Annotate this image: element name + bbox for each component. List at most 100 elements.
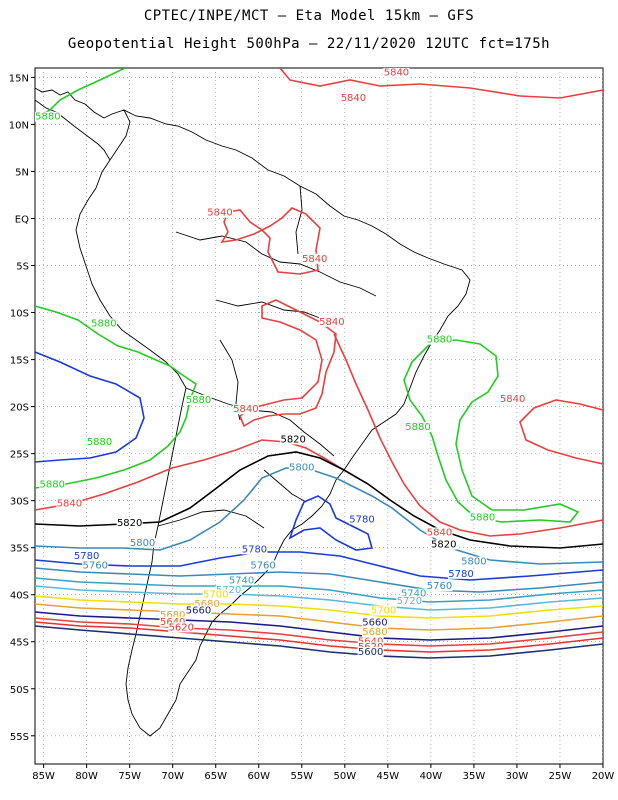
contour-label: 5640: [358, 637, 383, 648]
contour-5600: [35, 625, 603, 659]
axis-ticks: 85W 80W 75W 70W 65W 60W 55W 50W 45W 40W 35W 30W 25W 2…: [9, 73, 615, 782]
y-tick-label: 25S: [10, 450, 29, 461]
y-tick-label: 5S: [16, 262, 29, 273]
contour-label-bg: [232, 404, 259, 415]
contour-5880-north: [35, 68, 126, 119]
contour-5840-east-atlantic: [519, 399, 603, 465]
contour-label-bg: [361, 617, 388, 628]
contour-label-bg: [404, 422, 431, 433]
contour-label-bg: [383, 68, 410, 78]
contour-5700: [35, 595, 603, 619]
y-tick-label: 55S: [10, 732, 29, 743]
contour-label-bg: [159, 610, 186, 621]
contour-5880-pacific: [35, 351, 145, 463]
contour-label: 5880: [186, 395, 211, 406]
map-title-line2: Geopotential Height 500hPa – 22/11/2020 …: [67, 36, 551, 52]
contour-label-bg: [400, 588, 427, 599]
contour-5640: [35, 617, 603, 647]
contour-label-bg: [301, 253, 328, 264]
contour-label: 5700: [203, 590, 228, 601]
contour-5820: [35, 451, 603, 549]
contour-label: 5880: [87, 437, 112, 448]
contour-label-bg: [430, 539, 457, 550]
contour-label: 5760: [250, 560, 275, 571]
x-tick-label: 60W: [247, 771, 270, 782]
contour-lines: [35, 68, 603, 659]
contour-label: 5840: [302, 254, 327, 265]
contour-label: 5840: [341, 93, 366, 104]
contour-label: 5800: [289, 463, 314, 474]
contour-label: 5740: [401, 589, 426, 600]
contour-label-bg: [185, 394, 212, 405]
x-tick-label: 35W: [463, 771, 486, 782]
contour-label-bg: [228, 575, 255, 586]
contour-label-bg: [469, 512, 496, 523]
contour-label-bg: [82, 560, 109, 571]
contour-label: 5880: [35, 112, 60, 123]
contour-label-bg: [39, 479, 66, 490]
contour-label-bg: [426, 527, 453, 538]
y-tick-label: 20S: [10, 403, 29, 414]
contour-5880-east: [403, 339, 580, 523]
contour-label: 5840: [233, 404, 258, 415]
contour-label-bg: [357, 646, 384, 657]
contour-label: 5880: [427, 335, 452, 346]
contour-label: 5680: [194, 599, 219, 610]
contour-label: 5880: [91, 319, 116, 330]
y-tick-label: 35S: [10, 544, 29, 555]
contour-label: 5780: [448, 569, 473, 580]
x-tick-label: 50W: [334, 771, 357, 782]
contour-label: 5880: [405, 422, 430, 433]
y-tick-label: 15N: [9, 73, 29, 84]
contour-5720: [35, 585, 603, 611]
contour-label-bg: [250, 560, 277, 571]
contour-label-bg: [361, 627, 388, 638]
contour-5840-west: [35, 439, 345, 511]
y-tick-label: 15S: [10, 356, 29, 367]
contour-label-bg: [129, 537, 156, 548]
contour-label: 5820: [117, 518, 142, 529]
contour-label-bg: [426, 581, 453, 592]
contour-label-bg: [56, 498, 83, 509]
contour-label: 5800: [130, 538, 155, 549]
contour-label: 5820: [431, 540, 456, 551]
contour-label-bg: [159, 616, 186, 627]
contour-label: 5840: [319, 317, 344, 328]
contour-5840-north: [279, 68, 603, 99]
contour-label: 5780: [74, 551, 99, 562]
contour-label: 5800: [461, 557, 486, 568]
contour-label-bg: [116, 518, 143, 529]
contour-5760: [35, 567, 603, 593]
x-tick-label: 85W: [32, 771, 55, 782]
y-tick-label: 40S: [10, 591, 29, 602]
x-tick-label: 55W: [290, 771, 313, 782]
contour-label-bg: [448, 568, 474, 579]
contour-label: 5880: [39, 479, 64, 490]
contour-5840-amazon: [220, 207, 321, 275]
contour-5660: [35, 611, 603, 641]
x-tick-label: 70W: [161, 771, 184, 782]
x-tick-label: 65W: [204, 771, 227, 782]
contour-label-bg: [194, 598, 221, 609]
contour-label-bg: [288, 462, 315, 473]
x-tick-label: 40W: [420, 771, 443, 782]
map-frame: [34, 67, 604, 765]
contour-5620: [35, 621, 603, 653]
x-tick-label: 20W: [592, 771, 615, 782]
y-tick-label: 10S: [10, 309, 29, 320]
contour-label-bg: [426, 334, 453, 345]
contour-label-bg: [499, 393, 526, 404]
contour-label: 5740: [229, 575, 254, 586]
contour-label-bg: [73, 550, 100, 561]
contour-label: 5780: [242, 544, 267, 555]
contour-label-bg: [168, 622, 195, 633]
contour-label-bg: [35, 111, 61, 122]
contour-label-bg: [202, 589, 229, 600]
contour-label: 5840: [207, 208, 232, 219]
contour-label: 5840: [384, 68, 409, 79]
contour-label: 5840: [57, 498, 82, 509]
contour-label: 5680: [362, 627, 387, 638]
contour-5740: [35, 577, 603, 603]
contour-label: 5620: [169, 622, 194, 633]
